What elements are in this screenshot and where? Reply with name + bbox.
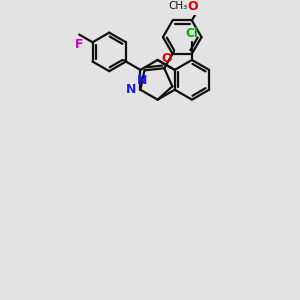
- Text: N: N: [126, 83, 137, 96]
- Text: Cl: Cl: [186, 27, 198, 40]
- Text: O: O: [161, 52, 172, 65]
- Text: N: N: [136, 74, 147, 87]
- Text: F: F: [75, 38, 83, 51]
- Text: O: O: [187, 0, 198, 13]
- Text: CH₃: CH₃: [168, 1, 187, 11]
